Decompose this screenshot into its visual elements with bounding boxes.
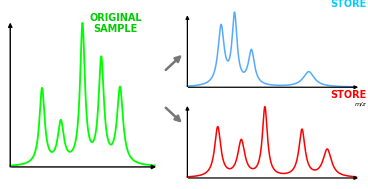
Text: ORIGINAL
SAMPLE: ORIGINAL SAMPLE	[89, 13, 142, 34]
Text: STORE: STORE	[330, 90, 366, 100]
Text: STORE: STORE	[330, 0, 366, 9]
Text: m/z: m/z	[151, 188, 163, 189]
Text: m/z: m/z	[355, 101, 366, 107]
